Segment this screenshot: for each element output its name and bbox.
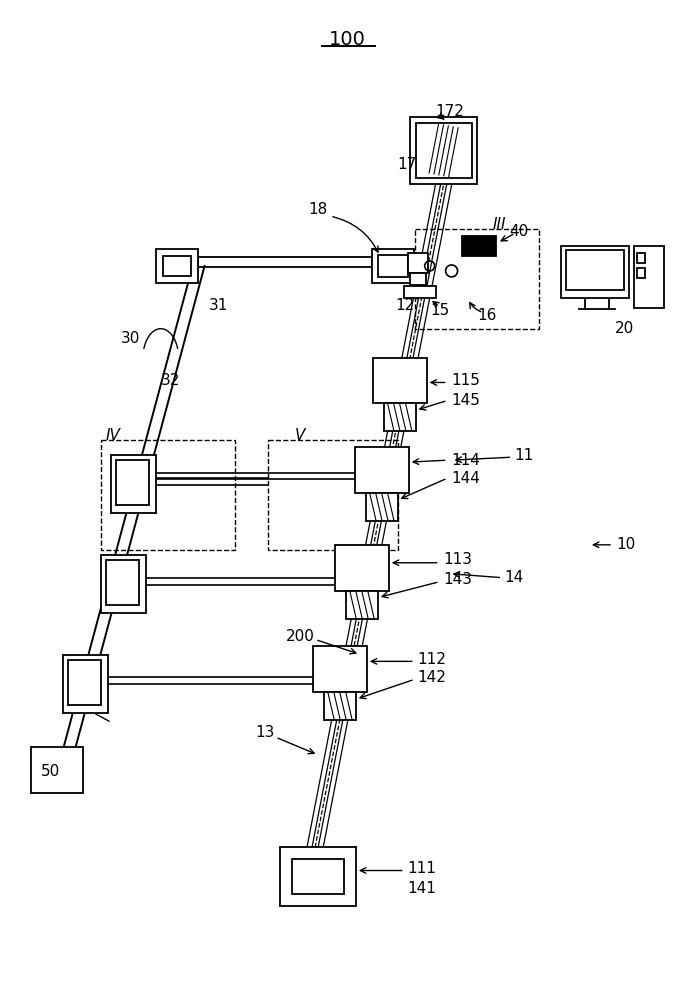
Text: 30: 30 [121,331,140,346]
Bar [366,493,398,521]
Text: V: V [295,428,305,443]
Text: III: III [493,217,506,232]
Bar [416,123,471,178]
Text: 143: 143 [443,572,473,587]
Bar [116,460,149,505]
Bar [197,257,372,267]
Bar [634,246,664,308]
Bar [335,545,389,591]
Text: 114: 114 [452,453,480,468]
Text: 200: 200 [286,629,315,644]
Bar [101,555,146,613]
Text: 172: 172 [435,104,464,119]
Bar [373,358,427,403]
Text: 13: 13 [256,725,275,740]
Bar [566,250,624,290]
Bar [313,646,367,692]
Text: 115: 115 [452,373,480,388]
Text: 141: 141 [408,881,436,896]
Bar [111,455,156,513]
Text: 18: 18 [309,202,328,217]
Bar [156,249,197,283]
Bar [415,229,539,329]
Text: 111: 111 [408,861,436,876]
Text: 100: 100 [329,30,366,49]
Text: 20: 20 [615,321,635,336]
Bar [408,253,427,273]
Bar [346,591,378,619]
Text: 11: 11 [514,448,534,463]
Text: 31: 31 [208,298,228,313]
Text: 12: 12 [395,298,414,313]
Bar [163,256,190,276]
Bar [378,255,408,277]
Text: 50: 50 [41,764,60,779]
Bar [637,268,645,278]
Bar [268,440,398,550]
Bar [410,273,425,285]
Bar [384,403,416,431]
Bar [355,447,409,493]
Text: 14: 14 [505,570,523,585]
Bar [410,117,477,184]
Text: 174: 174 [398,157,426,172]
Text: 112: 112 [418,652,447,667]
Text: 40: 40 [509,224,529,239]
Bar [637,253,645,263]
Bar [68,660,101,705]
Text: 142: 142 [418,670,447,685]
Text: 15: 15 [430,303,449,318]
Text: IV: IV [106,428,120,443]
Bar [31,747,83,793]
Text: 16: 16 [477,308,497,323]
Bar [561,246,629,298]
Bar [404,286,436,298]
Bar [324,692,356,720]
Bar [63,655,108,713]
Bar [461,236,496,256]
Text: 32: 32 [161,373,181,388]
Text: 113: 113 [443,552,473,567]
Bar [106,560,139,605]
Bar [101,440,236,550]
Bar [280,847,356,906]
Text: 10: 10 [616,537,635,552]
Text: 144: 144 [452,471,480,486]
Bar [372,249,414,283]
Text: 145: 145 [452,393,480,408]
Bar [292,859,344,894]
